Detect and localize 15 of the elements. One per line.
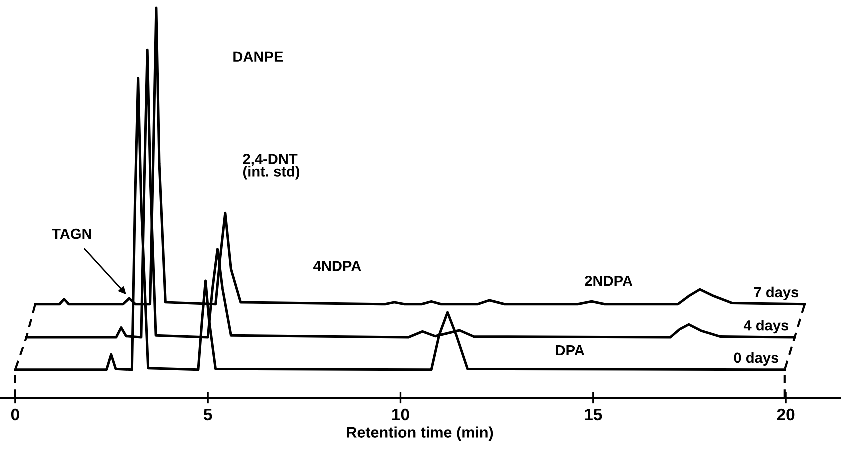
annotation: TAGN: [52, 228, 92, 240]
annotation: 2NDPA: [585, 276, 633, 286]
annotation: 2,4-DNT (int. std): [243, 154, 300, 180]
x-tick-label: 0: [11, 408, 20, 421]
series-label: 4 days: [744, 320, 789, 334]
annotation: 4NDPA: [314, 261, 362, 272]
x-tick-label: 10: [392, 408, 410, 421]
x-tick-label: 20: [777, 408, 795, 421]
series-label: 7 days: [754, 286, 799, 300]
x-tick-label: 15: [585, 409, 602, 421]
annotation: DPA: [556, 345, 585, 356]
series-label: 0 days: [734, 352, 779, 366]
x-tick-label: 5: [204, 409, 212, 421]
x-axis-title: Retention time (min): [347, 426, 494, 441]
annotation: DANPE: [234, 52, 284, 62]
